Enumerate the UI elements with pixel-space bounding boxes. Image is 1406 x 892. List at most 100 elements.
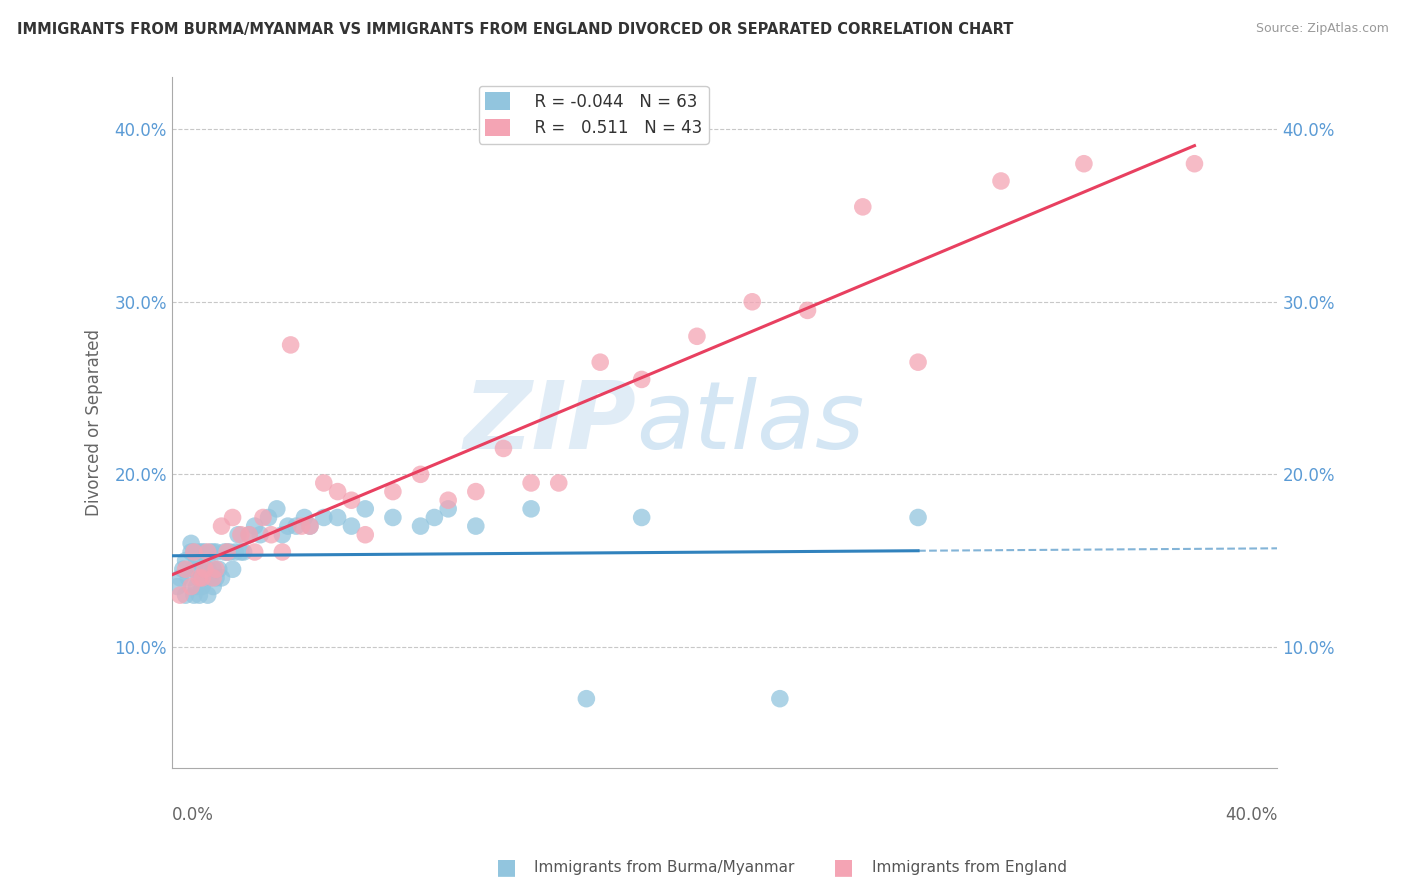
Point [423,510,446,524]
Point [630,510,652,524]
Point [183,545,205,559]
Y-axis label: Divorced or Separated: Divorced or Separated [86,329,103,516]
Point [180,545,202,559]
Point [249,527,271,541]
Point [312,475,335,490]
Point [191,580,214,594]
Point [907,355,929,369]
Point [215,545,238,559]
Text: ■: ■ [834,857,853,877]
Point [769,691,792,706]
Point [205,562,228,576]
Point [166,580,188,594]
Point [188,562,211,576]
Point [186,580,208,594]
Text: IMMIGRANTS FROM BURMA/MYANMAR VS IMMIGRANTS FROM ENGLAND DIVORCED OR SEPARATED C: IMMIGRANTS FROM BURMA/MYANMAR VS IMMIGRA… [17,22,1014,37]
Point [238,527,260,541]
Point [271,545,294,559]
Point [200,545,222,559]
Text: Immigrants from Burma/Myanmar: Immigrants from Burma/Myanmar [534,860,794,874]
Point [180,536,202,550]
Point [492,442,515,456]
Point [226,527,249,541]
Point [205,545,228,559]
Point [200,571,222,585]
Point [197,588,219,602]
Point [174,562,197,576]
Text: Immigrants from England: Immigrants from England [872,860,1067,874]
Point [169,588,191,602]
Point [298,519,321,533]
Point [907,510,929,524]
Point [208,562,231,576]
Point [257,510,280,524]
Point [252,510,274,524]
Point [243,519,266,533]
Point [218,545,240,559]
Point [266,501,288,516]
Legend:   R = -0.044   N = 63,   R =   0.511   N = 43: R = -0.044 N = 63, R = 0.511 N = 43 [478,86,709,144]
Point [238,527,260,541]
Point [575,691,598,706]
Point [202,545,225,559]
Text: Source: ZipAtlas.com: Source: ZipAtlas.com [1256,22,1389,36]
Point [294,510,316,524]
Point [174,554,197,568]
Point [464,484,486,499]
Point [437,493,460,508]
Point [409,519,432,533]
Point [169,571,191,585]
Point [202,580,225,594]
Point [340,519,363,533]
Point [215,545,238,559]
Point [277,519,299,533]
Point [229,545,252,559]
Point [205,571,228,585]
Point [183,545,205,559]
Text: 0.0%: 0.0% [172,805,214,823]
Text: ■: ■ [496,857,516,877]
Point [589,355,612,369]
Point [197,562,219,576]
Point [291,519,314,533]
Point [464,519,486,533]
Point [232,545,254,559]
Point [354,527,377,541]
Point [202,562,225,576]
Point [202,571,225,585]
Point [221,562,243,576]
Text: 40.0%: 40.0% [1225,805,1278,823]
Point [191,571,214,585]
Point [260,527,283,541]
Point [1184,157,1206,171]
Point [285,519,308,533]
Point [194,562,217,576]
Point [326,510,349,524]
Point [796,303,818,318]
Point [177,571,200,585]
Point [520,475,543,490]
Point [174,588,197,602]
Point [686,329,709,343]
Point [224,545,246,559]
Point [280,338,302,352]
Point [852,200,875,214]
Point [197,545,219,559]
Point [172,562,194,576]
Point [326,484,349,499]
Point [381,510,404,524]
Point [271,527,294,541]
Point [211,519,233,533]
Point [381,484,404,499]
Point [340,493,363,508]
Point [183,588,205,602]
Point [354,501,377,516]
Point [194,545,217,559]
Point [298,519,321,533]
Point [312,510,335,524]
Point [1073,157,1095,171]
Point [630,372,652,386]
Point [221,510,243,524]
Text: atlas: atlas [636,377,865,468]
Point [409,467,432,482]
